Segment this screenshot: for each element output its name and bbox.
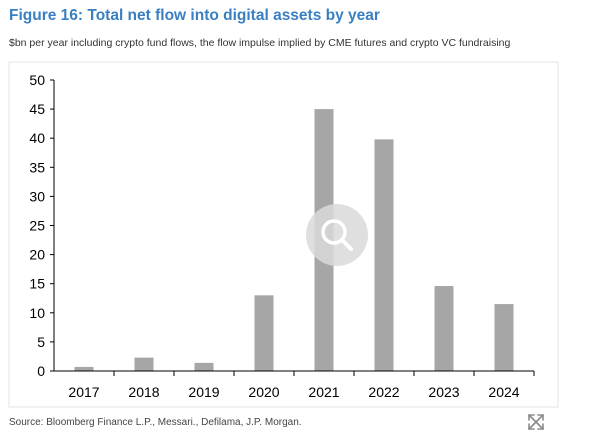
y-tick-label: 35 — [29, 159, 45, 175]
chart-frame — [8, 61, 559, 408]
bar-2019 — [194, 362, 214, 371]
x-tick-label: 2022 — [368, 384, 399, 400]
x-tick-label: 2021 — [308, 384, 339, 400]
y-tick-label: 40 — [29, 130, 45, 146]
chart-subtitle: $bn per year including crypto fund flows… — [9, 37, 511, 49]
y-tick-label: 25 — [29, 218, 45, 234]
y-tick-label: 10 — [29, 305, 45, 321]
bar-2024 — [494, 304, 514, 371]
bar-2022 — [374, 139, 394, 371]
x-tick-label: 2019 — [188, 384, 219, 400]
y-tick-label: 5 — [37, 334, 45, 350]
chart-source: Source: Bloomberg Finance L.P., Messari.… — [9, 417, 302, 428]
y-tick-label: 50 — [29, 72, 45, 88]
y-tick-label: 15 — [29, 276, 45, 292]
y-tick-label: 30 — [29, 188, 45, 204]
y-tick-label: 0 — [37, 363, 45, 379]
magnifier-icon[interactable] — [306, 204, 368, 266]
y-tick-label: 20 — [29, 247, 45, 263]
chart-title: Figure 16: Total net flow into digital a… — [9, 7, 380, 24]
x-tick-label: 2024 — [488, 384, 519, 400]
x-tick-label: 2017 — [68, 384, 99, 400]
y-tick-label: 45 — [29, 101, 45, 117]
x-tick-label: 2023 — [428, 384, 459, 400]
bar-2017 — [74, 366, 94, 371]
x-tick-label: 2020 — [248, 384, 279, 400]
x-tick-label: 2018 — [128, 384, 159, 400]
bar-2020 — [254, 295, 274, 371]
expand-arrows-icon[interactable] — [527, 413, 545, 431]
bar-2023 — [434, 286, 454, 371]
bar-2018 — [134, 357, 154, 371]
